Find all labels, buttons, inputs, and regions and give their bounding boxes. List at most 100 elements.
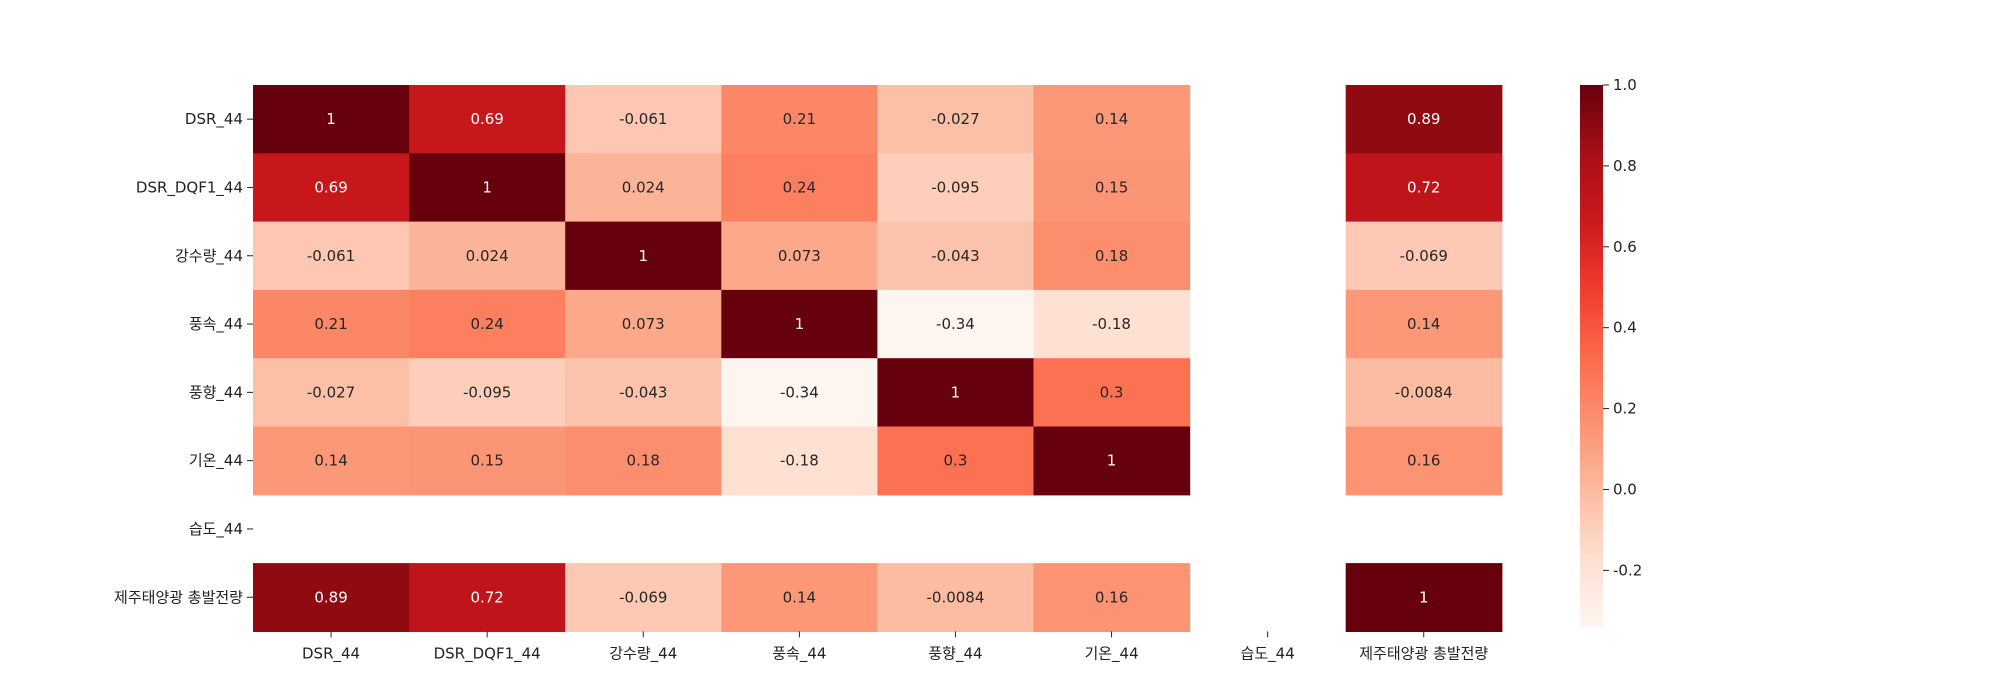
cell-annotation: -0.069: [1400, 247, 1448, 265]
cell-annotation: -0.095: [463, 383, 511, 401]
cell-annotation: 0.16: [1407, 452, 1440, 470]
cell-annotation: -0.18: [780, 452, 819, 470]
heatmap-cell: [253, 221, 410, 291]
heatmap-cell: [721, 563, 878, 632]
heatmap-cell: [409, 289, 566, 359]
colorbar-tick-label: 0.8: [1613, 157, 1637, 175]
cell-annotation: 0.24: [783, 178, 816, 196]
cell-annotation: 0.073: [622, 315, 665, 333]
x-tick-label: 풍속_44: [772, 644, 826, 663]
heatmap-cell: [877, 221, 1035, 291]
cell-annotation: 0.69: [470, 110, 503, 128]
cell-annotation: 0.14: [1407, 315, 1440, 333]
heatmap-cell: [253, 563, 410, 632]
y-tick-label: 풍향_44: [189, 383, 243, 402]
cell-annotation: -0.0084: [926, 588, 984, 606]
heatmap-cell: [1033, 221, 1191, 291]
heatmap-cell: [721, 153, 878, 223]
cell-annotation: -0.027: [931, 110, 979, 128]
x-axis-ticks: DSR_44 DSR_DQF1_44 강수량_44 풍속_44 풍향_44 기온_44 습도…: [302, 631, 1488, 663]
y-tick-label: DSR_DQF1_44: [136, 178, 243, 197]
cell-annotation: 0.16: [1095, 588, 1128, 606]
heatmap-cell: [1033, 289, 1191, 359]
colorbar-tick-label: 0.0: [1613, 480, 1637, 498]
cell-annotation: -0.061: [619, 110, 667, 128]
colorbar-tick-label: 0.6: [1613, 238, 1637, 256]
heatmap-cell: [565, 563, 722, 632]
heatmap-cell: [1033, 358, 1191, 428]
y-tick-label: 제주태양광 총발전량: [114, 588, 243, 606]
cell-annotation: 0.24: [470, 315, 503, 333]
cell-annotation: 0.073: [778, 247, 821, 265]
x-tick-label: DSR_DQF1_44: [434, 644, 541, 663]
cell-annotation: 1: [795, 315, 805, 333]
heatmap-cell: [877, 563, 1035, 632]
cell-annotation: 0.18: [627, 452, 660, 470]
heatmap-cell: [877, 153, 1035, 223]
heatmap-cell: [1033, 426, 1191, 496]
heatmap-cell: [1345, 426, 1503, 496]
heatmap-cell: [409, 358, 566, 428]
heatmap-cell: [409, 426, 566, 496]
cell-annotation: -0.069: [619, 588, 667, 606]
heatmap-cell: [565, 221, 722, 291]
cell-annotation: 1: [638, 247, 648, 265]
heatmap-cell: [565, 153, 722, 223]
cell-annotation: 0.69: [314, 178, 347, 196]
cell-annotation: 0.15: [470, 452, 503, 470]
heatmap-cell: [877, 358, 1035, 428]
heatmap-cell: [1345, 563, 1503, 632]
colorbar: 1.0 0.8 0.6 0.4 0.2 0.0 -0.2: [1580, 76, 1642, 627]
heatmap-cell: [877, 289, 1035, 359]
heatmap-cell: [565, 358, 722, 428]
cell-annotation: 0.21: [314, 315, 347, 333]
x-tick-label: 제주태양광 총발전량: [1359, 644, 1488, 662]
heatmap-cell: [253, 426, 410, 496]
colorbar-tick-label: -0.2: [1613, 561, 1642, 579]
colorbar-tick-label: 0.2: [1613, 400, 1637, 418]
cell-annotation: -0.027: [307, 383, 355, 401]
cell-annotation: 1: [951, 383, 961, 401]
colorbar-ticks: 1.0 0.8 0.6 0.4 0.2 0.0 -0.2: [1603, 76, 1642, 579]
x-tick-label: 강수량_44: [609, 644, 677, 663]
cell-annotation: 0.3: [944, 452, 968, 470]
colorbar-tick-label: 1.0: [1613, 76, 1637, 94]
heatmap-cell: [253, 85, 410, 154]
cell-annotation: 0.18: [1095, 247, 1128, 265]
cell-annotation: 0.3: [1100, 383, 1124, 401]
heatmap-cell: [1345, 221, 1503, 291]
cell-annotation: 0.14: [314, 452, 347, 470]
heatmap-cell: [253, 153, 410, 223]
y-tick-label: DSR_44: [185, 110, 243, 129]
heatmap-cell: [877, 85, 1035, 154]
cell-annotation: -0.18: [1092, 315, 1131, 333]
colorbar-gradient: [1580, 85, 1603, 627]
heatmap-cell: [721, 358, 878, 428]
heatmap-cell: [1033, 563, 1191, 632]
cell-annotation: -0.34: [780, 383, 819, 401]
cell-annotation: 0.14: [1095, 110, 1128, 128]
heatmap-cell: [721, 221, 878, 291]
cell-annotation: -0.061: [307, 247, 355, 265]
y-tick-label: 기온_44: [189, 452, 243, 471]
cell-annotation: 1: [326, 110, 336, 128]
heatmap-cell: [409, 563, 566, 632]
heatmap-cell: [1345, 289, 1503, 359]
cell-annotation: 0.024: [466, 247, 509, 265]
heatmap-cell: [1345, 153, 1503, 223]
heatmap-cell: [1345, 358, 1503, 428]
cell-annotation: -0.0084: [1395, 383, 1453, 401]
cell-annotation: 0.89: [1407, 110, 1440, 128]
cell-annotation: 1: [1419, 588, 1429, 606]
heatmap-cell: [721, 85, 878, 154]
heatmap-cell: [1033, 85, 1191, 154]
cell-annotation: 0.72: [470, 588, 503, 606]
cell-annotation: 0.21: [783, 110, 816, 128]
cell-annotation: 0.89: [314, 588, 347, 606]
cell-annotation: -0.043: [619, 383, 667, 401]
cell-annotation: -0.34: [936, 315, 975, 333]
y-tick-label: 강수량_44: [175, 247, 243, 266]
heatmap-cell: [1033, 153, 1191, 223]
cell-annotation: 0.024: [622, 178, 665, 196]
